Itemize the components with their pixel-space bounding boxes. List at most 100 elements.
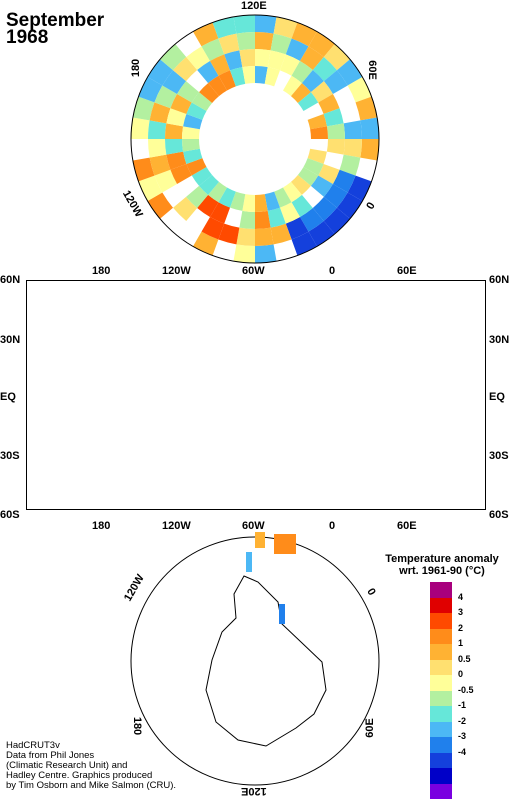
polar-cell	[236, 227, 255, 246]
polar-cell	[218, 223, 240, 245]
polar-cell	[173, 196, 198, 221]
north-label-120e: 120E	[241, 0, 267, 12]
polar-cell	[360, 139, 379, 161]
legend-swatch	[430, 675, 452, 691]
polar-cell	[199, 174, 220, 195]
polar-cell	[186, 46, 210, 71]
polar-cell	[165, 139, 184, 155]
polar-cell	[300, 207, 324, 232]
left-lat-30s: 30S	[0, 450, 20, 462]
polar-cell	[160, 44, 187, 71]
polar-cell	[177, 81, 200, 103]
polar-cell	[170, 94, 192, 115]
polar-cell	[310, 126, 328, 139]
polar-cell	[301, 70, 324, 93]
north-label-180: 180	[130, 58, 143, 78]
bottom-tick-0: 0	[329, 520, 336, 532]
legend-swatch	[430, 752, 452, 768]
polar-cell	[323, 44, 350, 71]
title-year: 1968	[6, 27, 49, 48]
south-polar-map	[130, 532, 380, 786]
polar-cell	[236, 32, 255, 51]
polar-cell	[242, 194, 255, 213]
polar-cell	[154, 85, 178, 109]
polar-cell	[273, 16, 298, 39]
polar-cell	[131, 117, 150, 139]
polar-cell	[255, 66, 268, 84]
polar-cell	[267, 50, 286, 71]
polar-cell	[255, 227, 274, 246]
polar-cell	[210, 54, 231, 76]
polar-cell	[290, 83, 311, 104]
polar-cell	[230, 191, 246, 211]
polar-cell	[182, 126, 200, 139]
legend-label: 0.5	[458, 653, 471, 664]
polar-cell	[318, 163, 340, 184]
polar-cell	[290, 174, 311, 195]
polar-cell	[191, 167, 213, 186]
credit-line-2: Data from Phil Jones	[6, 750, 95, 761]
legend-swatch	[430, 644, 452, 660]
polar-cell	[255, 49, 271, 68]
polar-cell	[212, 16, 237, 39]
polar-cell	[360, 117, 379, 139]
polar-cell	[355, 96, 378, 121]
legend-swatch	[430, 597, 452, 613]
credit-line-5: by Tim Osborn and Mike Salmon (CRU).	[6, 780, 176, 791]
legend-label: 3	[458, 607, 464, 617]
right-lat-60n: 60N	[489, 274, 510, 286]
polar-cell	[197, 194, 219, 217]
credits: HadCRUT3v Data from Phil Jones (Climatic…	[6, 741, 176, 791]
polar-cell	[170, 163, 192, 184]
polar-cell	[291, 61, 313, 84]
polar-cell	[230, 67, 246, 87]
bottom-tick-60e: 60E	[397, 520, 417, 532]
polar-cell	[239, 49, 255, 68]
polar-cell	[199, 83, 220, 104]
legend-swatch	[430, 613, 452, 629]
polar-cell	[255, 32, 274, 51]
legend-label: 0	[458, 669, 464, 679]
polar-cell	[147, 192, 174, 219]
polar-cell	[147, 59, 174, 86]
polar-cell	[166, 151, 187, 170]
polar-cell	[323, 108, 344, 127]
polar-cell	[208, 181, 227, 203]
legend-label: 2	[458, 622, 464, 633]
title-month: September	[6, 10, 105, 31]
legend-swatch	[430, 690, 452, 706]
polar-cell	[312, 196, 337, 221]
top-tick-0: 0	[329, 265, 336, 277]
south-label-60e: 60E	[363, 718, 376, 738]
credit-line-4: Hadley Centre. Graphics produced	[6, 770, 153, 781]
polar-cell	[336, 192, 363, 219]
polar-cell	[154, 169, 178, 193]
polar-cell	[283, 181, 302, 203]
polar-cell	[297, 92, 319, 111]
polar-cell	[149, 154, 171, 176]
left-lat-60n: 60N	[0, 274, 21, 286]
polar-cell	[210, 202, 231, 224]
right-lat-30s: 30S	[489, 450, 509, 462]
polar-cell	[191, 92, 213, 111]
legend-label: -3	[458, 731, 467, 741]
bottom-tick-120w: 120W	[162, 520, 191, 532]
polar-cell	[182, 139, 200, 152]
polar-cell	[267, 207, 286, 228]
polar-cell	[242, 66, 255, 84]
left-lat-eq: EQ	[0, 391, 16, 403]
left-lat-60s: 60S	[0, 509, 20, 521]
world-map	[26, 280, 486, 510]
polar-cell	[264, 67, 280, 87]
polar-cell	[312, 57, 337, 82]
polar-cell	[165, 123, 184, 139]
polar-cell	[339, 154, 361, 176]
south-label-120e: 120E	[241, 785, 267, 797]
right-lat-eq: EQ	[489, 391, 505, 403]
polar-cell	[186, 102, 207, 120]
polar-cell	[264, 191, 280, 211]
legend-label: 4	[458, 591, 464, 602]
bottom-tick-60w: 60W	[242, 520, 265, 532]
polar-cell	[255, 15, 277, 34]
polar-cell	[218, 33, 240, 55]
